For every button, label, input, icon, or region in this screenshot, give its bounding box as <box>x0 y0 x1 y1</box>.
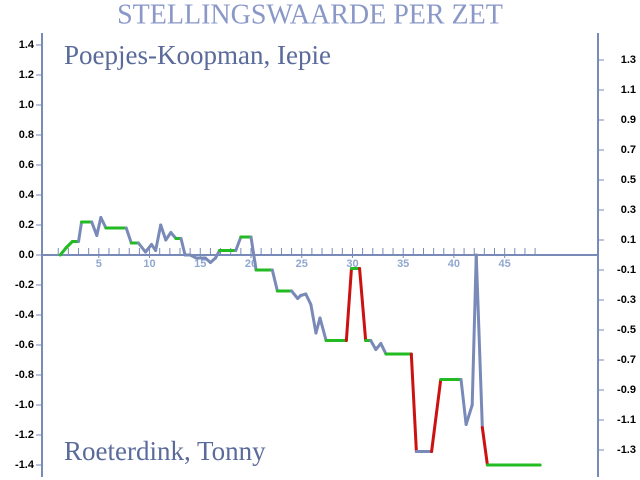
y2-tick-label: -0.5 <box>617 324 636 336</box>
y2-tick-label: 1.3 <box>621 54 636 66</box>
y-tick-label: 0.6 <box>19 159 34 171</box>
y-tick-label: -0.4 <box>15 309 35 321</box>
y2-tick-label: 0.5 <box>621 174 636 186</box>
x-tick-label: 40 <box>448 258 460 270</box>
line-segment <box>159 223 168 242</box>
y-tick-label: 1.0 <box>19 99 34 111</box>
line-segment <box>143 243 154 254</box>
line-segment <box>369 339 378 351</box>
line-segment <box>309 303 318 335</box>
player-label: Poepjes-Koopman, Iepie <box>64 40 331 70</box>
line-segment <box>124 226 133 245</box>
y2-tick-label: -1.1 <box>617 414 636 426</box>
x-tick-label: 45 <box>499 258 511 270</box>
line-segment <box>234 235 243 252</box>
x-tick-label: 30 <box>346 258 358 270</box>
line-segment <box>470 253 478 407</box>
y-tick-label: 0.8 <box>19 129 34 141</box>
line-segment <box>99 216 108 230</box>
line-segment <box>290 289 300 300</box>
x-tick-label: 10 <box>143 258 155 270</box>
y2-tick-label: -0.7 <box>617 354 636 366</box>
y-tick-label: 0.0 <box>19 249 34 261</box>
y-tick-label: -0.8 <box>15 369 34 381</box>
y-tick-label: -1.0 <box>15 399 34 411</box>
line-segment <box>58 246 68 257</box>
line-segment <box>77 220 84 243</box>
y2-tick-label: 0.9 <box>621 114 636 126</box>
line-segment <box>480 426 489 467</box>
y2-tick-label: 0.7 <box>621 144 636 156</box>
line-segment <box>95 216 103 237</box>
y-tick-label: -0.6 <box>15 339 34 351</box>
line-segment <box>358 267 368 342</box>
player-label: Roeterdink, Tonny <box>64 436 266 466</box>
line-segment <box>464 403 474 426</box>
line-segment <box>249 235 258 272</box>
y-tick-label: 0.4 <box>19 189 35 201</box>
line-segment <box>430 378 443 453</box>
y-tick-label: -0.2 <box>15 279 34 291</box>
line-segment <box>459 378 468 426</box>
y2-tick-label: 1.1 <box>621 84 636 96</box>
y-tick-label: -1.4 <box>15 459 35 471</box>
x-tick-label: 25 <box>296 258 308 270</box>
line-segment <box>179 237 187 257</box>
line-segment <box>304 292 313 306</box>
line-segment <box>154 223 163 252</box>
line-segment <box>379 342 388 356</box>
line-segment <box>474 253 484 429</box>
x-tick-label: 35 <box>397 258 409 270</box>
x-tick-label: 15 <box>194 258 206 270</box>
y2-tick-label: -0.1 <box>617 264 636 276</box>
y2-tick-label: 0.1 <box>621 234 636 246</box>
y-tick-label: 1.2 <box>19 69 34 81</box>
line-segment <box>344 267 353 342</box>
y-tick-label: 0.2 <box>19 219 34 231</box>
y-tick-label: 1.4 <box>19 39 35 51</box>
chart-title: STELLINGSWAARDE PER ZET <box>117 0 503 30</box>
y2-tick-label: 0.3 <box>621 204 636 216</box>
y2-tick-label: -0.3 <box>617 294 636 306</box>
y-tick-label: -1.2 <box>15 429 34 441</box>
line-segment <box>318 316 328 342</box>
line-segment <box>136 241 147 254</box>
x-tick-label: 5 <box>96 258 102 270</box>
line-segment <box>270 268 279 293</box>
y2-tick-label: -0.9 <box>617 384 636 396</box>
line-segment <box>409 352 418 453</box>
y2-tick-label: -1.3 <box>617 444 636 456</box>
